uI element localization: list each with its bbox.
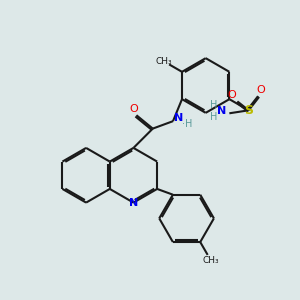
Text: ·H: ·H: [182, 118, 192, 128]
Text: CH₃: CH₃: [155, 57, 172, 66]
Text: O: O: [228, 91, 236, 100]
Text: H: H: [210, 112, 218, 122]
Text: O: O: [130, 104, 138, 114]
Text: S: S: [244, 104, 253, 117]
Text: N: N: [174, 112, 183, 123]
Text: N: N: [217, 106, 226, 116]
Text: N: N: [129, 198, 138, 208]
Text: CH₃: CH₃: [202, 256, 219, 265]
Text: H: H: [210, 100, 218, 110]
Text: O: O: [256, 85, 265, 95]
